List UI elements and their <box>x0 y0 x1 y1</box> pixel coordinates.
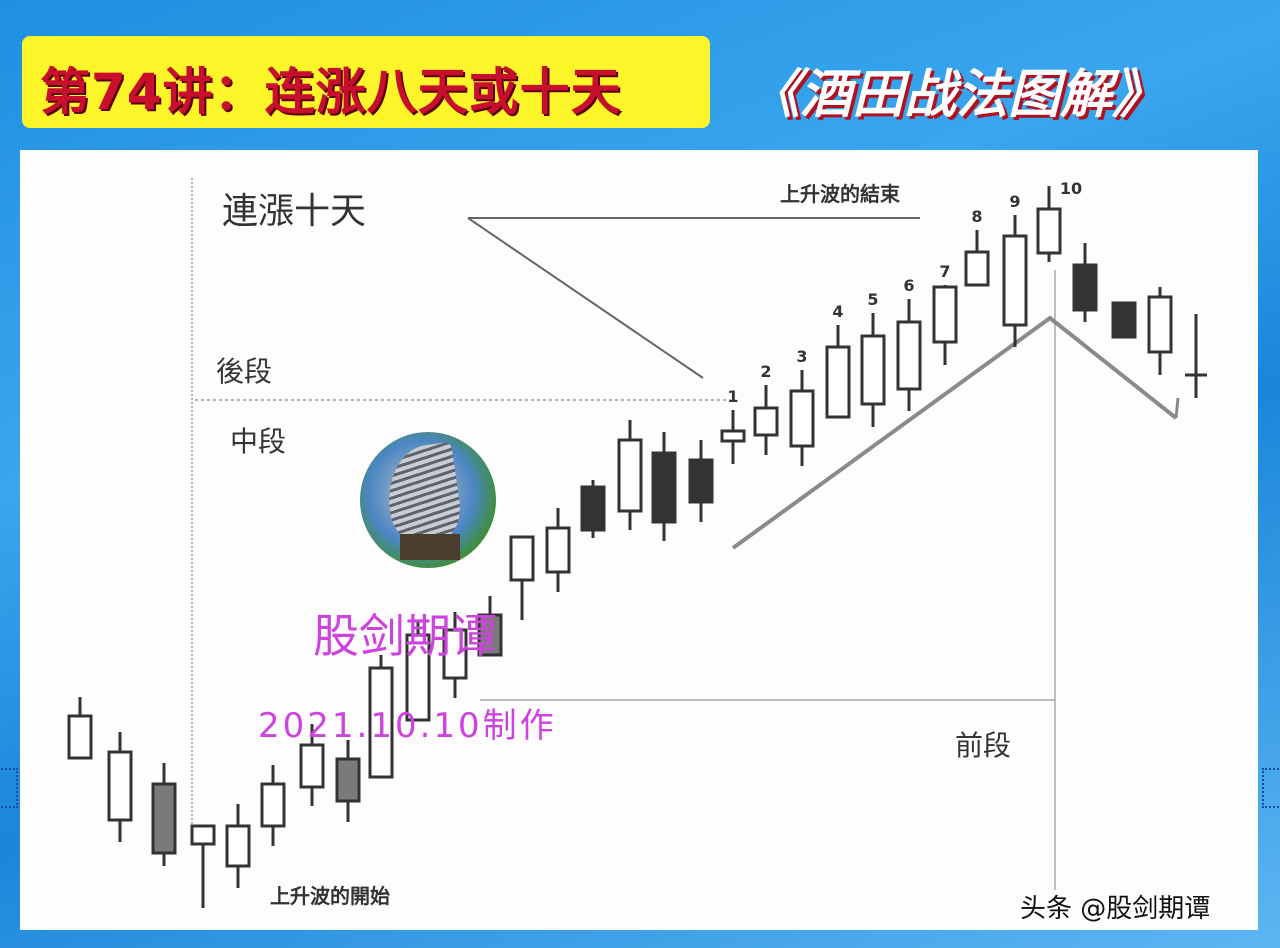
candle-body <box>190 824 216 846</box>
candle-body <box>1002 234 1028 327</box>
candle-body <box>477 613 503 657</box>
candle-27 <box>1002 215 1028 347</box>
candle-body <box>651 451 677 524</box>
candle-19 <box>720 410 746 464</box>
candle-body <box>1111 301 1137 339</box>
candle-16 <box>617 420 643 530</box>
label-wave-end: 上升波的結束 <box>780 182 900 206</box>
candle-29 <box>1072 243 1098 322</box>
candle-13 <box>509 535 535 620</box>
right-edge-decoration <box>1262 768 1280 808</box>
candle-body <box>67 714 93 760</box>
label-late-stage: 後段 <box>216 355 273 388</box>
count-label-4: 4 <box>832 302 843 321</box>
candle-28 <box>1036 186 1062 262</box>
candle-body <box>688 458 714 504</box>
candle-body <box>335 757 361 803</box>
guide-lines <box>191 178 1180 890</box>
candle-body <box>442 628 468 680</box>
candle-body <box>299 743 325 789</box>
candle-8 <box>335 740 361 822</box>
count-label-2: 2 <box>760 362 771 381</box>
candle-20 <box>753 385 779 455</box>
count-label-3: 3 <box>796 347 807 366</box>
count-label-5: 5 <box>867 290 878 309</box>
candle-body <box>107 750 133 822</box>
count-label-7: 7 <box>939 262 950 281</box>
pointer-line-diagonal <box>467 217 704 379</box>
candle-body <box>260 782 286 828</box>
candle-body <box>225 824 251 868</box>
sculpture-image <box>381 441 465 547</box>
candle-24 <box>896 299 922 411</box>
candle-body <box>617 438 643 513</box>
candle-18 <box>688 440 714 522</box>
candle-body <box>509 535 535 582</box>
watermark-date: 2021.10.10制作 <box>258 706 557 746</box>
candle-9 <box>368 655 394 779</box>
credit-text: 头条 @股剑期谭 <box>1020 894 1211 924</box>
candle-31 <box>1147 287 1173 375</box>
candle-26 <box>964 230 990 287</box>
candle-12 <box>477 596 503 657</box>
label-wave-start: 上升波的開始 <box>270 884 390 908</box>
candle-14 <box>545 508 571 592</box>
candle-body <box>580 485 606 532</box>
candle-body <box>1072 263 1098 312</box>
label-consecutive-rise: 連漲十天 <box>222 191 367 232</box>
candle-5 <box>225 804 251 888</box>
count-label-6: 6 <box>903 276 914 295</box>
candle-body <box>720 429 746 443</box>
candle-body <box>932 285 958 344</box>
chart-panel <box>20 150 1258 930</box>
candle-body <box>896 320 922 391</box>
candle-body <box>789 389 815 448</box>
candle-body <box>545 526 571 574</box>
candle-body <box>825 345 851 419</box>
count-label-10: 10 <box>1060 179 1082 198</box>
candle-25 <box>932 285 958 365</box>
candle-22 <box>825 325 851 419</box>
wave-zigzag <box>731 315 1178 550</box>
candle-6 <box>260 765 286 846</box>
candle-10 <box>405 620 431 722</box>
label-mid-stage: 中段 <box>230 425 287 458</box>
candle-23 <box>860 313 886 427</box>
label-early-stage: 前段 <box>955 729 1012 762</box>
candles <box>67 186 1207 908</box>
series-title: 《酒田战法图解》 <box>748 65 1165 125</box>
sculpture-base <box>400 534 460 560</box>
candle-body <box>151 782 177 855</box>
candle-body <box>368 666 394 779</box>
lesson-title: 第74讲：连涨八天或十天 <box>40 63 622 121</box>
left-edge-decoration <box>0 768 18 808</box>
candle-32 <box>1185 314 1207 398</box>
candle-4 <box>190 824 216 908</box>
candle-15 <box>580 480 606 538</box>
candle-21 <box>789 370 815 466</box>
count-label-1: 1 <box>727 387 738 406</box>
candle-body <box>1147 295 1173 354</box>
candle-body <box>753 406 779 437</box>
candle-body <box>1036 207 1062 255</box>
candle-17 <box>651 432 677 541</box>
wave-arrow-tick <box>1174 397 1180 419</box>
count-labels: 1 2 3 4 5 6 7 8 9 10 <box>727 179 1082 406</box>
candle-7 <box>299 724 325 806</box>
candle-1 <box>67 697 93 760</box>
count-label-8: 8 <box>971 207 982 226</box>
candle-11 <box>442 612 468 698</box>
count-label-9: 9 <box>1009 192 1020 211</box>
candle-body <box>860 334 886 406</box>
candle-2 <box>107 732 133 842</box>
candle-body <box>405 633 431 722</box>
author-avatar <box>360 432 496 568</box>
candle-30 <box>1111 301 1137 339</box>
lesson-title-box <box>22 36 710 128</box>
candle-body <box>964 250 990 287</box>
candle-3 <box>151 763 177 866</box>
watermark-name: 股剑期谭 <box>313 609 497 663</box>
